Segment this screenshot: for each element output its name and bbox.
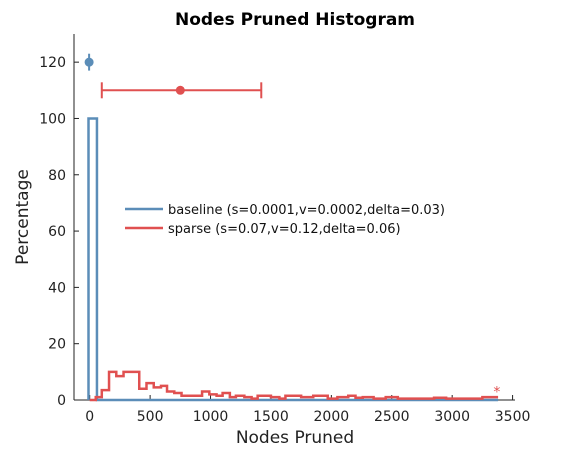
histogram-step-line-0 bbox=[87, 117, 499, 402]
plot-series: * bbox=[84, 53, 500, 402]
summary-point bbox=[84, 57, 94, 67]
x-tick-label: 2500 bbox=[374, 409, 410, 425]
y-tick-label: 100 bbox=[39, 111, 66, 127]
x-tick-label: 3500 bbox=[495, 409, 531, 425]
x-tick-label: 0 bbox=[85, 409, 94, 425]
y-tick-label: 60 bbox=[48, 224, 66, 240]
x-tick-label: 1500 bbox=[253, 409, 289, 425]
chart-title: Nodes Pruned Histogram bbox=[175, 10, 415, 30]
y-tick-label: 20 bbox=[48, 337, 66, 353]
asterisk-marker: * bbox=[493, 385, 500, 401]
histogram-step-line-1 bbox=[89, 370, 499, 402]
y-axis-label: Percentage bbox=[13, 169, 33, 265]
legend-entry-0: baseline (s=0.0001,v=0.0002,delta=0.03) bbox=[168, 203, 445, 218]
summary-point bbox=[175, 85, 185, 95]
y-tick-label: 80 bbox=[48, 168, 66, 184]
legend: baseline (s=0.0001,v=0.0002,delta=0.03) s… bbox=[125, 203, 445, 237]
x-tick-label: 3000 bbox=[434, 409, 470, 425]
y-tick-label: 120 bbox=[39, 55, 66, 71]
y-tick-label: 0 bbox=[57, 393, 66, 409]
x-axis: 0 500 1000 1500 2000 2500 3000 3500 bbox=[74, 395, 530, 425]
x-tick-label: 2000 bbox=[314, 409, 350, 425]
x-axis-label: Nodes Pruned bbox=[236, 428, 354, 448]
y-axis: 0 20 40 60 80 100 120 bbox=[39, 34, 79, 409]
x-tick-label: 500 bbox=[137, 409, 164, 425]
y-tick-label: 40 bbox=[48, 280, 66, 296]
legend-entry-1: sparse (s=0.07,v=0.12,delta=0.06) bbox=[168, 222, 401, 237]
x-tick-label: 1000 bbox=[193, 409, 229, 425]
